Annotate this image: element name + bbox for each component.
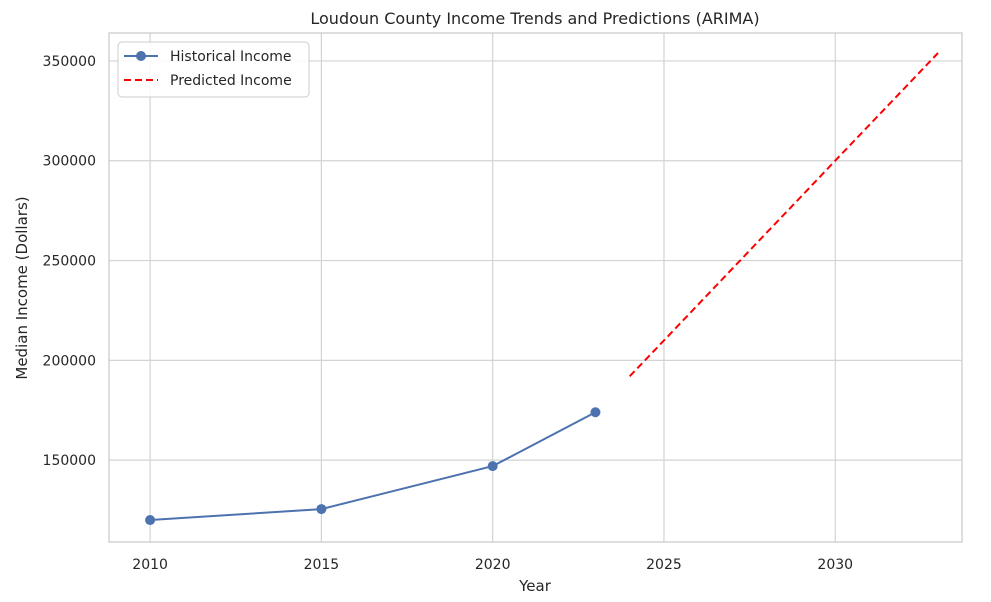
y-tick-label: 300000	[43, 154, 96, 170]
y-tick-label: 350000	[43, 54, 96, 70]
series-layer	[145, 52, 939, 526]
historical-data-point	[590, 407, 601, 418]
chart-title: Loudoun County Income Trends and Predict…	[310, 9, 759, 28]
legend-box	[117, 41, 310, 98]
y-tick-label: 150000	[43, 453, 96, 469]
y-tick-label: 250000	[43, 254, 96, 270]
legend-label-predicted: Predicted Income	[170, 73, 292, 89]
x-axis-label: Year	[518, 577, 552, 595]
y-tick-label: 200000	[43, 353, 96, 369]
y-tick-labels: 150000 200000 250000 300000 350000	[43, 54, 96, 469]
legend: Historical Income Predicted Income	[117, 41, 310, 98]
x-tick-labels: 2010 2015 2020 2025 2030	[132, 557, 853, 573]
legend-label-historical: Historical Income	[170, 49, 292, 65]
historical-data-point	[487, 461, 498, 472]
x-tick-label: 2025	[646, 557, 682, 573]
series-line-predicted	[628, 52, 939, 377]
x-tick-label: 2030	[817, 557, 853, 573]
plot-frame	[108, 32, 963, 543]
legend-marker	[136, 51, 146, 61]
x-tick-label: 2010	[132, 557, 168, 573]
historical-data-point	[145, 515, 156, 526]
x-tick-label: 2015	[304, 557, 340, 573]
series-line-historical	[150, 411, 596, 521]
historical-data-point	[316, 504, 327, 515]
x-tick-label: 2020	[475, 557, 511, 573]
grid-layer	[109, 33, 962, 542]
y-axis-label: Median Income (Dollars)	[13, 196, 31, 379]
